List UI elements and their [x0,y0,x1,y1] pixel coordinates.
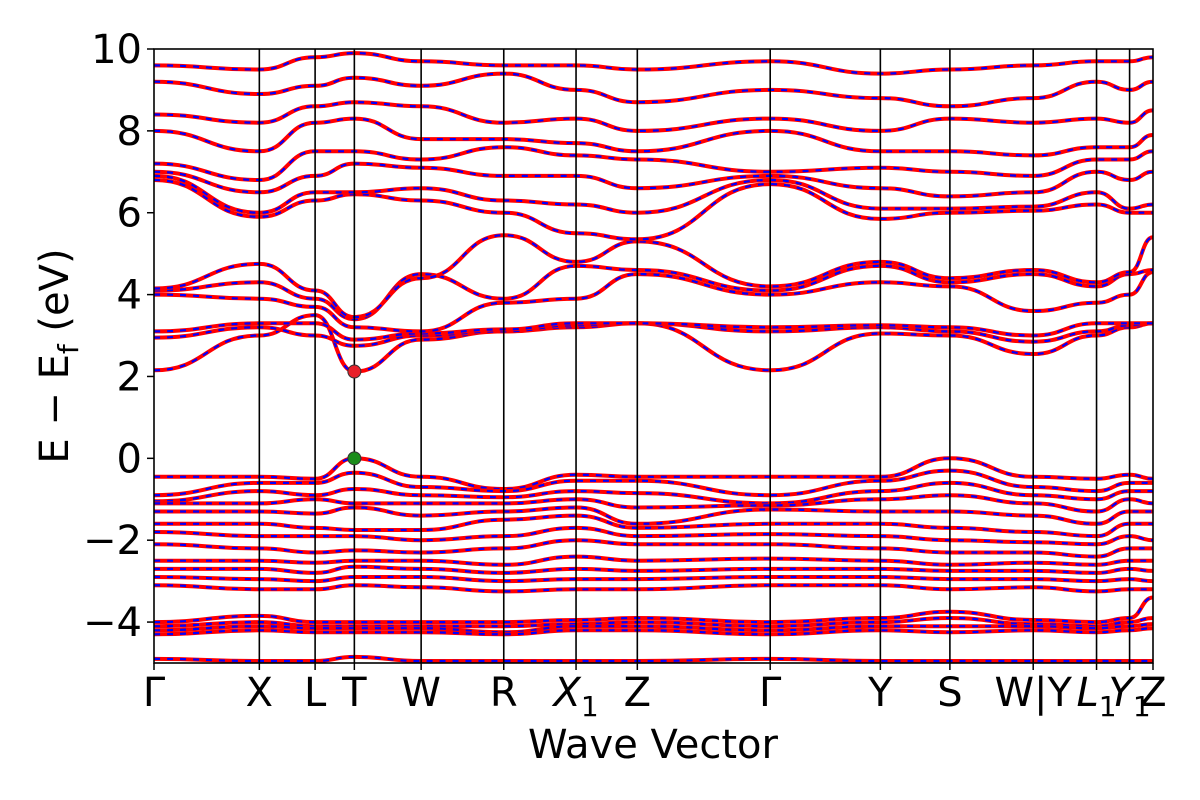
y-tick-label-2: 6 [117,191,142,237]
x-tick-label-12: L1 [1076,670,1116,723]
band-edge-markers [347,364,362,466]
x-tick-label-13: Y1 [1108,670,1150,723]
y-tick-label-5: 0 [117,436,142,482]
band-line-dashed-13 [154,51,1153,75]
y-axis: 10 8 6 4 2 0 −2 −4 [83,27,154,646]
band-line-dashed-7 [154,174,1153,214]
high-symmetry-lines [258,49,1131,663]
vbm-marker [347,451,362,466]
plot-frame [153,48,1154,664]
band-line-dashed-23 [154,565,1153,575]
y-tick-label-4: 2 [117,354,142,400]
band-line-dashed-14 [154,457,1153,491]
y-axis-title-subscript: f [52,343,85,354]
band-line-dashed-5 [154,234,1153,319]
band-line-dashed-30 [154,655,1153,663]
x-tick-label-6: X1 [551,670,598,723]
y-tick-label-3: 4 [117,273,142,319]
band-line-dashed-24 [154,575,1153,583]
band-line-dashed-29 [154,627,1153,636]
band-line-dashed-11 [154,101,1153,133]
x-tick-label-10: S [937,670,962,716]
x-tick-label-11: W|Y [994,670,1072,716]
band-line-dashed-0 [154,313,1153,373]
x-tick-label-3: T [341,670,367,716]
x-tick-label-2: L [304,670,327,716]
band-line-dashed-22 [154,555,1153,566]
band-line-dashed-19 [154,514,1153,538]
band-line-dashed-18 [154,506,1153,525]
x-tick-label-7: Z [624,670,651,716]
y-tick-label-6: −2 [83,518,142,564]
band-line-dashed-21 [154,539,1153,558]
band-line-dashed-26 [154,596,1153,624]
x-tick-label-8: Γ [759,670,782,716]
bands [154,51,1153,663]
band-line-dashed-15 [154,469,1153,497]
x-tick-label-5: R [490,670,518,716]
y-tick-label-1: 8 [117,109,142,155]
band-line-dashed-16 [154,481,1153,505]
cbm-marker [347,364,362,379]
x-tick-label-4: W [401,670,441,716]
x-tick-label-14: Z [1139,670,1166,716]
y-axis-title-main: E − E [32,354,78,464]
x-tick-label-0: Γ [143,670,166,716]
band-line-3 [154,270,1153,334]
plot-border [153,48,1154,664]
band-line-dashed-1 [154,322,1153,347]
x-tick-label-1: X [246,670,273,716]
band-line-dashed-8 [154,162,1153,198]
band-line-dashed-17 [154,494,1153,513]
x-axis-title: Wave Vector [528,722,779,768]
band-line-dashed-12 [154,72,1153,108]
y-tick-label-7: −4 [83,600,142,646]
y-axis-title-unit: (eV) [32,248,78,344]
band-line-dashed-6 [154,178,1153,241]
x-tick-label-9: Y [867,670,893,716]
y-tick-label-0: 10 [91,27,142,73]
y-axis-title: E − Ef (eV) [32,248,85,463]
band-line-dashed-2 [154,322,1153,341]
band-line-dashed-20 [154,526,1153,546]
band-line-dashed-28 [154,623,1153,634]
band-line-dashed-25 [154,584,1153,593]
